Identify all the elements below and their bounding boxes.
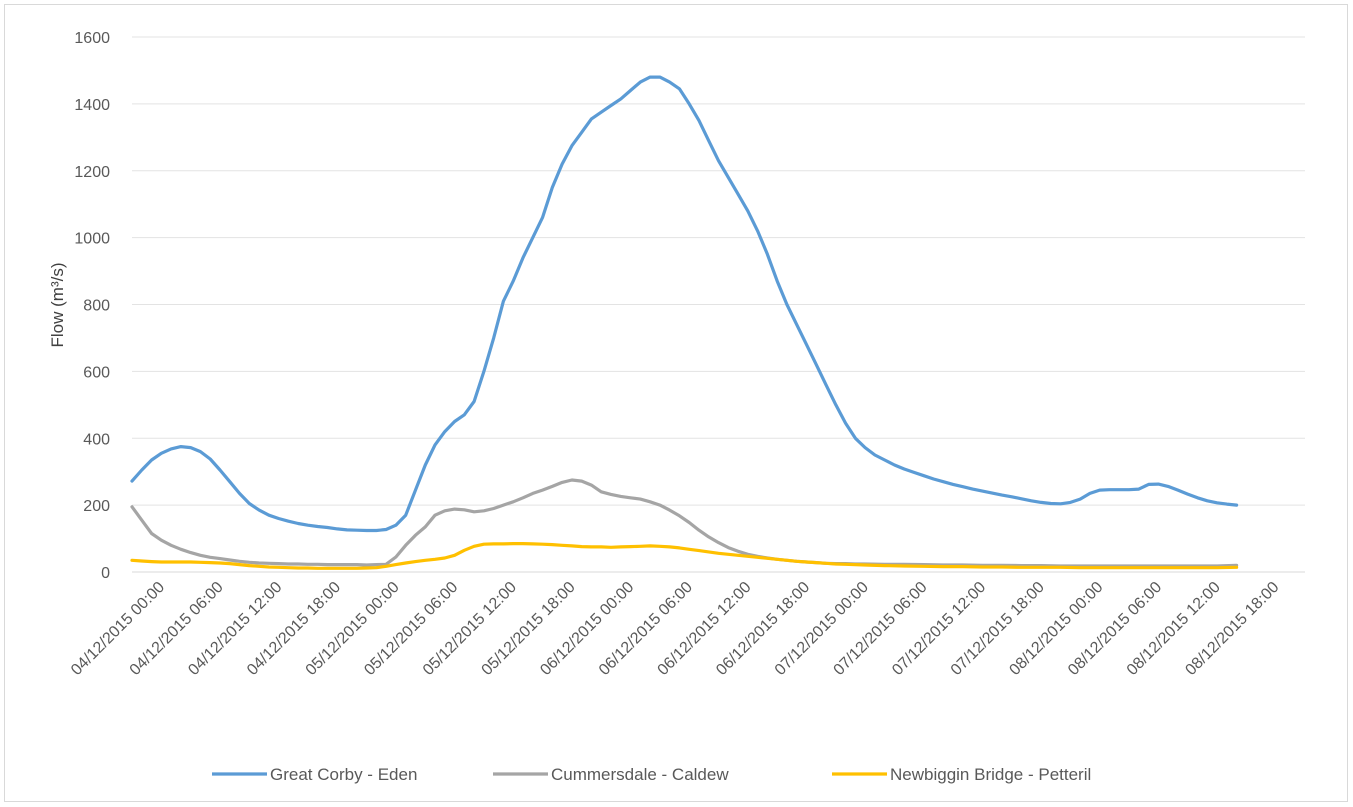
chart-frame <box>4 4 1348 802</box>
legend-item: Newbiggin Bridge - Petteril <box>832 765 1091 784</box>
series-line-3 <box>130 542 1239 570</box>
y-tick-label: 1400 <box>74 97 110 114</box>
y-axis-tick-labels: 0 200 400 600 800 1000 1200 1400 1600 <box>74 30 110 582</box>
y-tick-label: 400 <box>83 431 110 448</box>
y-tick-label: 0 <box>101 565 110 582</box>
y-tick-label: 1600 <box>74 30 110 47</box>
y-tick-label: 600 <box>83 364 110 381</box>
legend-item: Cummersdale - Caldew <box>493 765 729 784</box>
legend-label: Cummersdale - Caldew <box>551 765 729 784</box>
legend-label: Newbiggin Bridge - Petteril <box>890 765 1091 784</box>
legend-item: Great Corby - Eden <box>212 765 417 784</box>
series-line-1 <box>130 75 1239 533</box>
legend: Great Corby - Eden Cummersdale - Caldew Ne… <box>212 765 1091 784</box>
series-line-2 <box>130 478 1239 568</box>
series-lines <box>130 75 1239 570</box>
y-axis-title: Flow (m³/s) <box>48 263 67 348</box>
y-tick-label: 1000 <box>74 231 110 248</box>
y-tick-label: 200 <box>83 498 110 515</box>
y-tick-label: 800 <box>83 298 110 315</box>
gridlines <box>132 36 1305 506</box>
y-tick-label: 1200 <box>74 164 110 181</box>
legend-label: Great Corby - Eden <box>270 765 417 784</box>
